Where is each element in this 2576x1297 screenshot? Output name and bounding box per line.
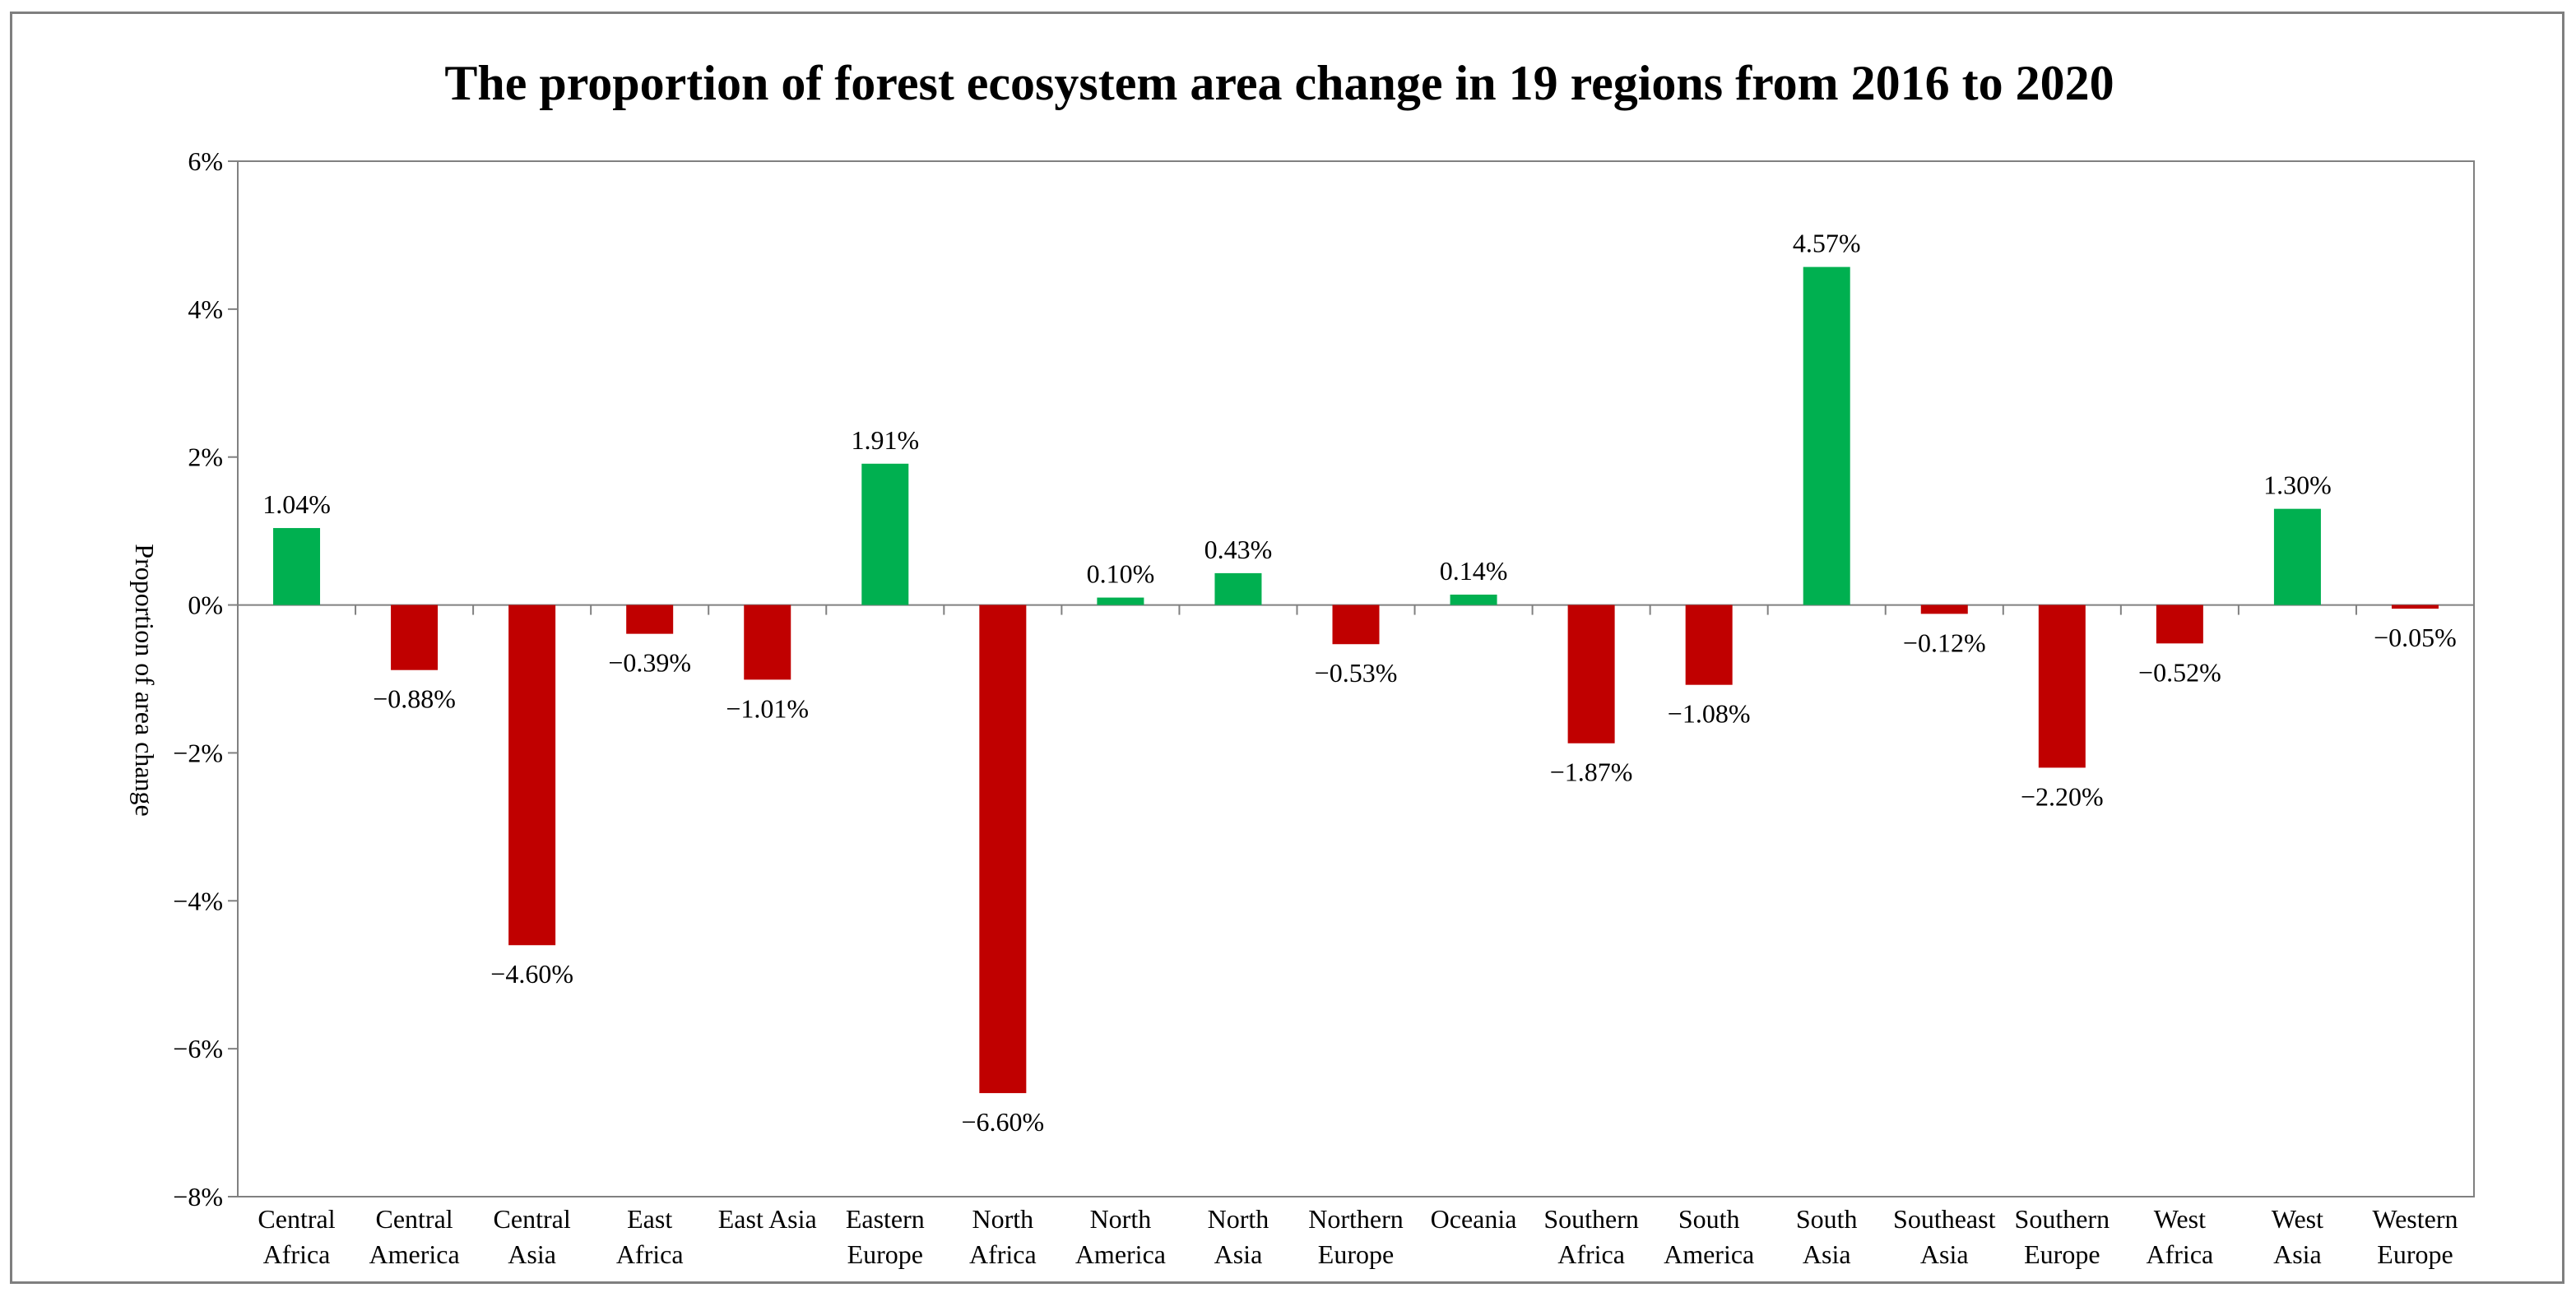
x-tick-label: North: [1208, 1204, 1269, 1234]
bar: [273, 528, 321, 605]
data-label: −1.08%: [1668, 699, 1751, 729]
bar: [2391, 604, 2439, 609]
data-label: 4.57%: [1793, 229, 1861, 258]
y-tick-label: 2%: [188, 442, 223, 472]
bar: [1567, 604, 1615, 743]
bar: [626, 604, 674, 634]
x-tick-label: Europe: [2024, 1239, 2100, 1269]
y-tick-label: −2%: [173, 738, 223, 767]
bar: [2156, 604, 2203, 644]
data-label: 0.14%: [1440, 556, 1508, 586]
x-tick-label: Western: [2372, 1204, 2458, 1234]
data-label: 1.04%: [262, 489, 331, 519]
plot-border: [237, 160, 2475, 1197]
bar: [391, 604, 439, 670]
x-tick-label: Africa: [2147, 1239, 2214, 1269]
x-tick-label: Asia: [1214, 1239, 1263, 1269]
x-tick-label: Africa: [1557, 1239, 1625, 1269]
x-tick-label: Northern: [1308, 1204, 1404, 1234]
x-tick-label: Europe: [2377, 1239, 2453, 1269]
x-tick-label: Eastern: [846, 1204, 925, 1234]
data-label: −0.53%: [1315, 658, 1398, 688]
x-tick-label: Oceania: [1431, 1204, 1517, 1234]
x-tick-label: South: [1796, 1204, 1858, 1234]
chart-frame: The proportion of forest ecosystem area …: [10, 12, 2564, 1284]
data-label: 0.43%: [1204, 535, 1273, 564]
x-tick-label: Southern: [2015, 1204, 2110, 1234]
bar: [861, 463, 909, 605]
x-tick-label: North: [972, 1204, 1034, 1234]
y-tick-label: −6%: [173, 1034, 223, 1063]
data-label: 0.10%: [1087, 559, 1155, 589]
bar: [1685, 604, 1733, 685]
x-tick-label: Africa: [616, 1239, 684, 1269]
x-tick-label: Central: [494, 1204, 571, 1234]
bar: [744, 604, 791, 680]
x-tick-label: South: [1678, 1204, 1740, 1234]
bar: [508, 604, 556, 946]
x-tick-label: Southern: [1543, 1204, 1639, 1234]
x-tick-label: America: [1664, 1239, 1754, 1269]
data-label: −0.05%: [2374, 623, 2457, 652]
data-label: −0.39%: [608, 648, 691, 678]
x-tick-label: North: [1090, 1204, 1152, 1234]
bar: [1097, 597, 1144, 605]
bar: [979, 604, 1027, 1094]
x-tick-label: Europe: [847, 1239, 923, 1269]
x-tick-label: Asia: [508, 1239, 556, 1269]
y-tick-label: 6%: [188, 146, 223, 176]
bar: [1332, 604, 1380, 645]
chart-title: The proportion of forest ecosystem area …: [444, 56, 2114, 110]
bar: [2038, 604, 2086, 768]
data-label: −2.20%: [2021, 781, 2104, 811]
data-label: −6.60%: [961, 1107, 1044, 1137]
data-label: −1.87%: [1550, 757, 1633, 787]
bar: [1803, 266, 1850, 605]
bar: [2273, 508, 2321, 605]
x-tick-label: Asia: [2273, 1239, 2322, 1269]
x-tick-label: West: [2154, 1204, 2206, 1234]
x-tick-label: West: [2272, 1204, 2323, 1234]
data-label: −0.52%: [2138, 657, 2221, 687]
x-tick-label: America: [1075, 1239, 1166, 1269]
x-tick-label: Europe: [1318, 1239, 1394, 1269]
data-label: 1.91%: [851, 425, 919, 455]
data-label: −0.12%: [1903, 628, 1986, 657]
x-tick-label: Central: [375, 1204, 453, 1234]
x-tick-label: Asia: [1803, 1239, 1851, 1269]
x-tick-label: Central: [258, 1204, 335, 1234]
x-tick-label: East: [627, 1204, 672, 1234]
x-tick-label: East Asia: [718, 1204, 817, 1234]
data-label: −4.60%: [490, 959, 573, 989]
bar: [1450, 594, 1497, 605]
bar: [1920, 604, 1968, 614]
data-label: −0.88%: [373, 684, 456, 714]
x-tick-label: Asia: [1920, 1239, 1969, 1269]
bar: [1214, 572, 1262, 605]
y-tick-label: −8%: [173, 1182, 223, 1211]
data-label: 1.30%: [2263, 470, 2332, 500]
y-tick-label: 0%: [188, 591, 223, 620]
x-tick-label: Africa: [263, 1239, 331, 1269]
data-label: −1.01%: [726, 693, 809, 723]
y-tick-label: −4%: [173, 886, 223, 915]
plot-area: 6% 4% 2% 0% −2% −4% −6% −8% 1.04% Central Africa −0…: [173, 146, 2475, 1269]
y-axis-label: Proportion of area change: [130, 544, 160, 816]
x-tick-label: America: [369, 1239, 460, 1269]
y-tick-label: 4%: [188, 294, 223, 324]
bar-chart: The proportion of forest ecosystem area …: [130, 56, 2475, 1269]
x-tick-label: Africa: [969, 1239, 1037, 1269]
x-tick-label: Southeast: [1893, 1204, 1996, 1234]
